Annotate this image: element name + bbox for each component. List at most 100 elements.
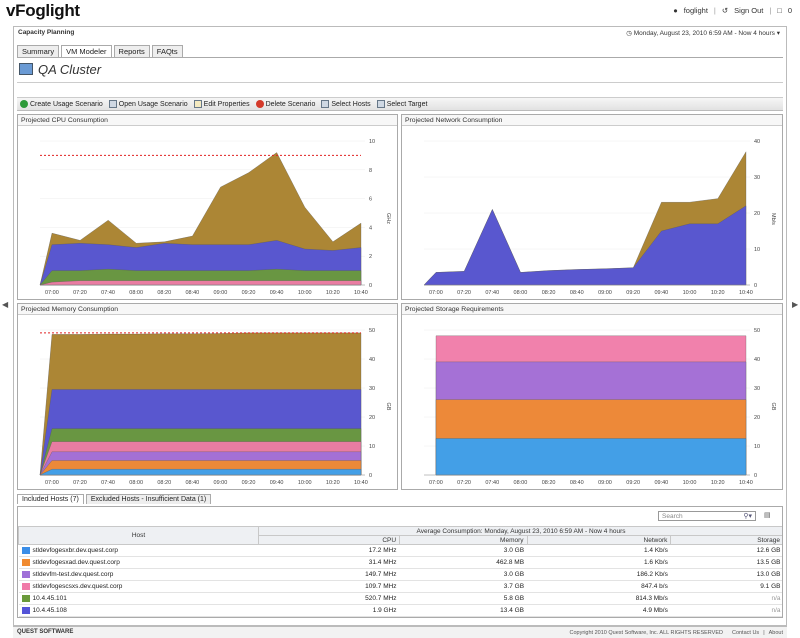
clock-icon: ◷	[626, 30, 632, 37]
host-cell: stldevfogescsxs.dev.quest.corp	[18, 580, 259, 593]
chevron-down-icon: ▾	[776, 30, 780, 37]
y-tick-label: 30	[754, 386, 760, 392]
y-tick-label: 6	[369, 197, 372, 203]
y-tick-label: 8	[369, 168, 372, 174]
open-scenario-button[interactable]: Open Usage Scenario	[108, 100, 188, 108]
y-tick-label: 0	[369, 473, 372, 479]
memory-cell: 3.0 GB	[399, 544, 528, 557]
hosts-icon	[321, 100, 330, 108]
x-tick-label: 07:40	[485, 290, 499, 296]
x-tick-label: 10:40	[354, 290, 368, 296]
host-name[interactable]: stldevfogescsxs.dev.quest.corp	[32, 583, 123, 591]
tab-included-hosts[interactable]: Included Hosts (7)	[17, 494, 84, 504]
cpu-cell: 149.7 MHz	[258, 568, 400, 581]
host-color-swatch	[21, 558, 30, 566]
collapse-right-icon[interactable]: ▶	[792, 300, 799, 309]
storage-chart-title: Projected Storage Requirements	[402, 304, 782, 315]
x-tick-label: 07:00	[429, 290, 443, 296]
x-tick-label: 09:20	[626, 480, 640, 486]
x-tick-label: 07:20	[73, 480, 87, 486]
x-tick-label: 08:20	[542, 290, 556, 296]
cpu-chart: 0 2 4 6 8 10 GHz 07:00 07:20 07:40 08:00 08:20 08:40…	[39, 139, 391, 296]
table-row[interactable]: stldevfogescsxs.dev.quest.corp 109.7 MHz 3…	[18, 580, 782, 593]
storage-cell: 9.1 GB	[670, 580, 782, 593]
user-icon: ●	[673, 6, 678, 15]
y-tick-label: 10	[754, 247, 760, 253]
x-tick-label: 07:00	[45, 290, 59, 296]
host-name[interactable]: stldevfogesxad.dev.quest.corp	[32, 559, 120, 567]
collapse-left-icon[interactable]: ◀	[2, 300, 9, 309]
host-cell: 10.4.45.108	[18, 604, 259, 617]
select-hosts-button[interactable]: Select Hosts	[321, 100, 371, 108]
title-divider	[17, 82, 783, 83]
tab-excluded-hosts[interactable]: Excluded Hosts - Insufficient Data (1)	[85, 494, 212, 504]
search-icon[interactable]: ⚲▾	[743, 513, 752, 520]
user-bar: ● foglight | ↺ Sign Out | □ 0	[673, 6, 792, 15]
x-tick-label: 08:20	[542, 480, 556, 486]
network-column-header[interactable]: Network	[526, 535, 672, 545]
host-name[interactable]: 10.4.45.101	[32, 595, 67, 603]
series-area	[39, 469, 362, 476]
y-tick-label: 4	[369, 225, 372, 231]
x-tick-label: 10:40	[354, 480, 368, 486]
y-axis-label: GB	[770, 403, 776, 411]
cpu-chart-panel: Projected CPU Consumption 0 2 4 6 8 10 GHz 07:0…	[17, 114, 398, 300]
x-tick-label: 09:20	[626, 290, 640, 296]
select-target-button[interactable]: Select Target	[376, 100, 427, 108]
storage-cell: 13.0 GB	[670, 568, 782, 581]
network-chart-panel: Projected Network Consumption 0 10 20 30 40 M…	[401, 114, 783, 300]
host-color-swatch	[21, 570, 30, 578]
cpu-cell: 1.9 GHz	[258, 604, 400, 617]
sign-out-link[interactable]: Sign Out	[734, 6, 764, 15]
host-name[interactable]: 10.4.45.108	[32, 607, 67, 615]
cpu-cell: 31.4 MHz	[258, 556, 400, 569]
cpu-cell: 520.7 MHz	[258, 592, 400, 605]
tab-reports[interactable]: Reports	[113, 45, 150, 58]
storage-chart-panel: Projected Storage Requirements 0 10 20 30 40…	[401, 303, 783, 490]
export-icon[interactable]: ▤	[764, 512, 771, 519]
quest-logo: QUEST SOFTWARE	[17, 629, 74, 635]
time-range-selector[interactable]: ◷ Monday, August 23, 2010 6:59 AM - Now …	[626, 29, 780, 37]
search-placeholder: Search	[662, 513, 683, 520]
x-tick-label: 07:40	[101, 480, 115, 486]
host-color-swatch	[21, 546, 30, 554]
table-row[interactable]: 10.4.45.108 1.9 GHz 13.4 GB 4.9 Mb/s n/a	[18, 604, 782, 617]
delete-scenario-button[interactable]: Delete Scenario	[255, 100, 315, 108]
tab-summary[interactable]: Summary	[17, 45, 60, 58]
user-link[interactable]: foglight	[683, 6, 708, 15]
host-name[interactable]: stldevfm-test.dev.quest.corp	[32, 571, 114, 579]
x-tick-label: 09:00	[598, 480, 612, 486]
x-tick-label: 07:20	[457, 290, 471, 296]
x-tick-label: 08:40	[570, 290, 584, 296]
storage-cell: 12.6 GB	[670, 544, 782, 557]
y-tick-label: 10	[754, 444, 760, 450]
x-tick-label: 08:40	[570, 480, 584, 486]
hosts-table: Host Average Consumption: Monday, August…	[18, 526, 782, 617]
storage-column-header[interactable]: Storage	[670, 535, 782, 545]
y-tick-label: 2	[369, 254, 372, 260]
cpu-column-header[interactable]: CPU	[257, 535, 401, 545]
search-input[interactable]: Search ⚲▾	[658, 511, 756, 521]
network-cell: 847.4 b/s	[527, 580, 671, 593]
y-tick-label: 40	[754, 357, 760, 363]
x-tick-label: 07:40	[101, 290, 115, 296]
memory-column-header[interactable]: Memory	[399, 535, 528, 545]
table-row[interactable]: stldevfogesxad.dev.quest.corp 31.4 MHz 462…	[18, 556, 782, 569]
select-hosts-label: Select Hosts	[331, 100, 371, 108]
create-scenario-button[interactable]: Create Usage Scenario	[20, 100, 103, 108]
contact-us-link[interactable]: Contact Us	[731, 630, 760, 636]
tab-faqts[interactable]: FAQts	[151, 45, 183, 58]
host-name[interactable]: stldevfogesxbr.dev.quest.corp	[32, 547, 119, 555]
host-column-header[interactable]: Host	[18, 526, 259, 545]
y-tick-label: 10	[369, 444, 375, 450]
table-row[interactable]: stldevfogesxbr.dev.quest.corp 17.2 MHz 3.0…	[18, 544, 782, 557]
network-cell: 1.4 Kb/s	[527, 544, 671, 557]
app-logo: vFoglight	[6, 1, 80, 20]
y-tick-label: 50	[754, 328, 760, 334]
x-tick-label: 09:00	[214, 290, 228, 296]
about-link[interactable]: About	[768, 630, 783, 636]
message-icon[interactable]: □	[777, 6, 782, 15]
table-row[interactable]: stldevfm-test.dev.quest.corp 149.7 MHz 3.0…	[18, 568, 782, 581]
table-row[interactable]: 10.4.45.101 520.7 MHz 5.8 GB 814.3 Mb/s n/a	[18, 592, 782, 605]
edit-properties-button[interactable]: Edit Properties	[193, 100, 250, 108]
